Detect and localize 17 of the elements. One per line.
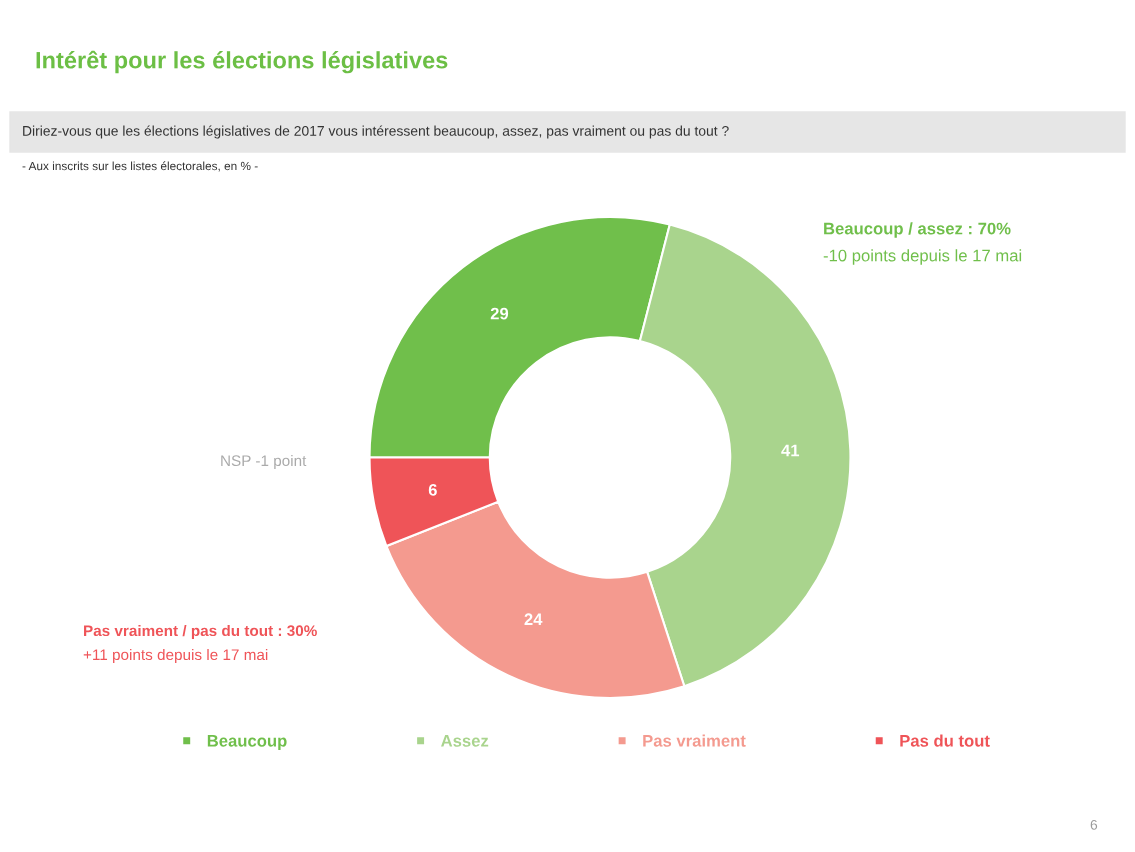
text: NSP -1 point	[221, 454, 307, 470]
text: 6	[1090, 819, 1098, 830]
chart-subtitle: Diriez-vous que les élections législatives de 2017 vous intéressent beaucoup, assez, pas vraiment ou pas du tout ?	[23, 125, 729, 139]
text: -10 points depuis le 17 mai	[823, 249, 1022, 265]
data-label: 6	[428, 483, 437, 496]
text: Beaucoup / assez : 70%	[824, 222, 1011, 238]
legend-label: Pas du tout	[900, 734, 990, 747]
chart-title: Intérêt pour les élections législatives	[36, 50, 448, 74]
text: Pas vraiment / pas du tout : 30%	[84, 624, 317, 640]
legend-label: Assez	[441, 735, 489, 747]
data-label: 29	[490, 307, 509, 320]
legend-label: Pas vraiment	[643, 734, 746, 747]
data-label: 41	[781, 444, 800, 457]
text: - Aux inscrits sur les listes électorales, en % -	[22, 161, 258, 172]
legend-label: Beaucoup	[207, 735, 287, 750]
data-label: 24	[524, 613, 543, 625]
text: +11 points depuis le 17 mai	[83, 648, 268, 664]
